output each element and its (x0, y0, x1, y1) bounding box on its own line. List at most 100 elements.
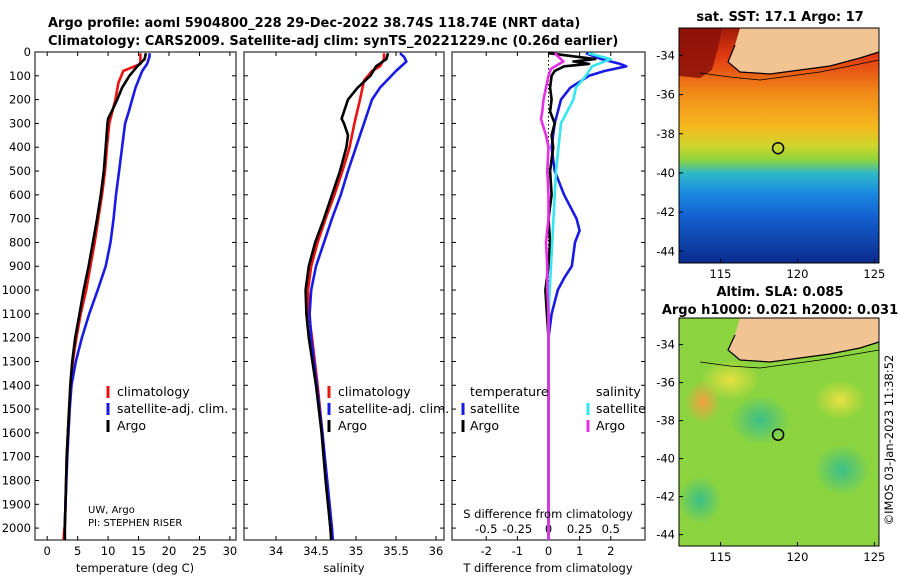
legend-label: satellite-adj. clim. (117, 401, 228, 416)
sla-isobath (699, 349, 880, 369)
s-tick-label: 0.25 (567, 522, 593, 536)
coastline (727, 44, 880, 75)
temperature-panel: 0100200300400500600700800900100011001200… (2, 45, 238, 575)
depth-tick-label: 1400 (2, 378, 31, 392)
map-y-tick-label: -34 (656, 48, 675, 62)
map-y-tick-label: -38 (656, 414, 675, 428)
x-tick-label: 0 (545, 544, 552, 558)
sst-field (679, 28, 880, 263)
title-line-1: Argo profile: aoml 5904800_228 29-Dec-20… (48, 16, 580, 31)
salinity-panel: 34 34.5 35 35.5 36 salinity climatology satel… (243, 51, 449, 575)
difference-top-xlabel: S difference from climatology (463, 507, 633, 521)
depth-tick-label: 300 (9, 116, 31, 130)
map-y-tick-label: -38 (656, 127, 675, 141)
depth-tick-label: 1000 (2, 283, 31, 297)
x-tick-label: 0 (44, 544, 51, 558)
sla-anomaly-5 (814, 380, 866, 420)
x-tick-label: 10 (101, 544, 116, 558)
x-tick-label: 35.5 (383, 544, 409, 558)
x-tick-label: 2 (607, 544, 614, 558)
title-line-2: Climatology: CARS2009. Satellite-adj cli… (48, 34, 618, 49)
salinity-xlabel: salinity (323, 561, 364, 575)
legend-title-salinity: salinity (596, 384, 641, 399)
imos-watermark: ©IMOS 03-Jan-2023 11:38:52 (882, 355, 896, 526)
warm-core (679, 28, 722, 78)
salinity-depth-ticks (244, 51, 444, 529)
sla-coastline (727, 334, 880, 363)
legend-label: climatology (338, 384, 411, 399)
credit-uw: UW, Argo (88, 505, 135, 516)
legend-label: satellite (470, 401, 520, 416)
sst-map: sat. SST: 17.1 Argo: 17 115 120 125 -34 -36 -… (656, 10, 885, 281)
depth-tick-label: 1200 (2, 331, 31, 345)
temperature-xlabel: temperature (deg C) (76, 561, 194, 575)
map-y-tick-label: -44 (656, 244, 675, 258)
legend-label: Argo (117, 418, 146, 433)
difference-xlabel: T difference from climatology (462, 561, 633, 575)
x-tick-label: 34 (269, 544, 284, 558)
salinity-series (304, 52, 408, 540)
isobath (699, 59, 880, 81)
depth-tick-label: 800 (9, 235, 31, 249)
sla-map-ticks: 115 120 125 -34 -36 -38 -40 -42 -44 (656, 338, 885, 564)
salinity-axes (243, 51, 445, 541)
legend-label: satellite-adj. clim. (338, 401, 449, 416)
difference-depth-ticks (452, 51, 645, 529)
s-tick-label: -0.5 (475, 522, 497, 536)
depth-tick-label: 1100 (2, 307, 31, 321)
sla-field (678, 318, 880, 546)
map-y-tick-label: -40 (656, 452, 675, 466)
map-y-tick-label: -40 (656, 166, 675, 180)
depth-tick-label: 200 (9, 93, 31, 107)
depth-tick-label: 400 (9, 140, 31, 154)
sla-australia-land (679, 318, 879, 362)
depth-tick-label: 1300 (2, 354, 31, 368)
depth-tick-label: 600 (9, 188, 31, 202)
sst-map-frame (678, 27, 880, 264)
sla-argo-marker (771, 428, 785, 441)
depth-tick-label: 1600 (2, 426, 31, 440)
temperature-series (62, 52, 151, 540)
map-y-tick-label: -34 (656, 338, 675, 352)
map-x-tick-label: 115 (710, 550, 732, 564)
sst-map-ticks: 115 120 125 -34 -36 -38 -40 -42 -44 (656, 48, 885, 281)
series-argo (63, 52, 148, 540)
legend-label: satellite (596, 401, 646, 416)
x-tick-label: 25 (192, 544, 207, 558)
difference-legend: temperature salinity satellite Argo satellit… (461, 384, 646, 433)
legend-label: climatology (117, 384, 190, 399)
map-x-tick-label: 120 (786, 267, 808, 281)
series-s-argo (539, 52, 565, 540)
sla-map-title: Altim. SLA: 0.085 (717, 285, 844, 300)
sla-anomaly-4 (814, 444, 870, 496)
x-tick-label: -1 (512, 544, 523, 558)
x-tick-label: 20 (162, 544, 177, 558)
series-argo (304, 52, 390, 540)
map-y-tick-label: -42 (656, 490, 675, 504)
depth-tick-label: 700 (9, 212, 31, 226)
sla-map-subtitle: Argo h1000: 0.021 h2000: 0.031 (662, 303, 898, 318)
map-y-tick-label: -42 (656, 205, 675, 219)
salinity-x-axis: 34 34.5 35 35.5 36 (269, 52, 443, 558)
sst-argo-marker (771, 141, 785, 155)
x-tick-label: 5 (74, 544, 81, 558)
map-y-tick-label: -36 (656, 88, 675, 102)
x-tick-label: 1 (576, 544, 583, 558)
depth-axis: 0 100 200 300 400 500 600 700 800 900 1000 1100 1200… (2, 45, 236, 535)
map-x-tick-label: 125 (863, 267, 885, 281)
depth-tick-label: 900 (9, 259, 31, 273)
x-tick-label: 35 (349, 544, 364, 558)
map-x-tick-label: 115 (710, 267, 732, 281)
sla-map-frame (678, 317, 880, 547)
depth-tick-label: 0 (24, 45, 31, 59)
depth-tick-label: 1700 (2, 450, 31, 464)
depth-tick-label: 100 (9, 69, 31, 83)
map-y-tick-label: -44 (656, 528, 675, 542)
depth-tick-label: 1800 (2, 473, 31, 487)
temperature-legend: climatology satellite-adj. clim. Argo (106, 384, 228, 433)
legend-title-temperature: temperature (470, 384, 549, 399)
sst-map-title: sat. SST: 17.1 Argo: 17 (696, 10, 863, 25)
depth-tick-label: 1500 (2, 402, 31, 416)
